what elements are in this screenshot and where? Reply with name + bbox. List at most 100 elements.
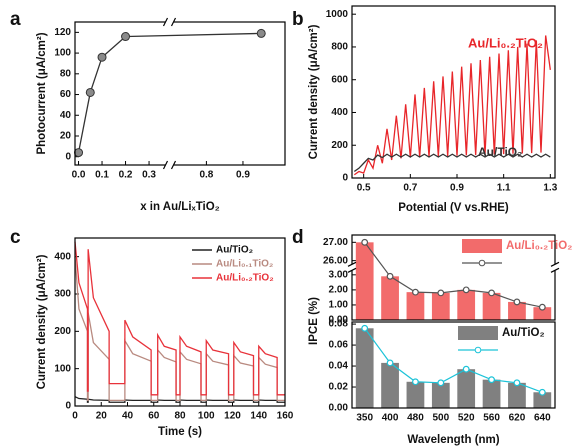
axis-break bbox=[347, 267, 357, 273]
x-tick-label: 640 bbox=[534, 413, 551, 424]
axis-break bbox=[550, 261, 560, 267]
legend-swatch bbox=[474, 346, 482, 354]
plot-frame bbox=[351, 5, 556, 179]
marker bbox=[412, 288, 419, 296]
axis-break bbox=[162, 17, 169, 27]
axis-break bbox=[553, 264, 557, 271]
legend-label: Au/Li₀.₂TiO₂ bbox=[216, 273, 274, 284]
bar bbox=[355, 328, 374, 408]
bar bbox=[508, 382, 526, 408]
x-tick-label: 480 bbox=[407, 413, 424, 424]
x-tick-label: 400 bbox=[382, 413, 399, 424]
x-tick-label: 0.9 bbox=[450, 183, 464, 194]
x-tick-label: 140 bbox=[250, 411, 267, 422]
bar bbox=[381, 276, 399, 320]
bar bbox=[431, 292, 450, 320]
y-tick-label: 0 bbox=[65, 151, 71, 162]
legend-label: Au/Li₀.₂TiO₂ bbox=[468, 35, 543, 50]
bar bbox=[482, 292, 501, 320]
y-tick-label: 200 bbox=[331, 140, 348, 151]
x-tick-label: 0.1 bbox=[95, 170, 109, 181]
bar bbox=[482, 379, 501, 408]
marker bbox=[513, 298, 521, 306]
legend-label: Au/TiO₂ bbox=[478, 145, 522, 159]
x-tick-label: 0.3 bbox=[142, 170, 156, 181]
plot-frame bbox=[74, 21, 286, 166]
marker bbox=[74, 148, 84, 158]
x-axis-label: Wavelength (nm) bbox=[407, 434, 499, 446]
legend-swatch bbox=[458, 326, 498, 340]
series-line bbox=[74, 396, 285, 403]
trend-line bbox=[364, 241, 543, 308]
y-tick-label: 200 bbox=[54, 326, 71, 337]
y-tick-label: 60 bbox=[60, 89, 72, 100]
y-axis-label: Current density (μA/cm²) bbox=[308, 24, 320, 159]
x-tick-label: 0.7 bbox=[403, 183, 417, 194]
marker bbox=[256, 28, 266, 38]
y-tick-label: 1000 bbox=[326, 9, 349, 20]
x-tick-label: 0.2 bbox=[119, 170, 133, 181]
legend-label: Au/TiO₂ bbox=[502, 327, 545, 339]
x-tick-label: 0.0 bbox=[72, 170, 86, 181]
y-tick-label: 27.00 bbox=[323, 237, 348, 248]
y-tick-label: 400 bbox=[54, 251, 71, 262]
trend-line bbox=[364, 327, 543, 393]
marker bbox=[462, 286, 470, 294]
x-axis-label: x in Au/LiₓTiO₂ bbox=[140, 201, 220, 213]
axis-break bbox=[347, 261, 357, 267]
y-tick-label: 80 bbox=[60, 68, 72, 79]
panel-label: a bbox=[10, 9, 21, 30]
marker bbox=[488, 289, 495, 297]
legend-label: Au/Li₀.₂TiO₂ bbox=[506, 240, 572, 252]
bar bbox=[533, 307, 552, 320]
y-tick-label: 800 bbox=[331, 42, 348, 53]
x-tick-label: 0.9 bbox=[236, 170, 250, 181]
y-tick-label: 20 bbox=[60, 131, 72, 142]
bar bbox=[431, 382, 450, 408]
marker bbox=[386, 359, 394, 367]
x-tick-label: 60 bbox=[148, 411, 160, 422]
x-axis-label: Potential (V vs.RHE) bbox=[398, 202, 509, 214]
y-tick-label: 2.00 bbox=[329, 285, 349, 296]
x-tick-label: 350 bbox=[356, 413, 373, 424]
marker bbox=[121, 32, 131, 42]
legend-label: Au/Li₀.₁TiO₂ bbox=[216, 259, 273, 270]
bar bbox=[406, 381, 425, 408]
bar bbox=[457, 289, 476, 320]
y-tick-label: 600 bbox=[331, 74, 348, 85]
y-tick-label: 0.02 bbox=[329, 382, 349, 393]
marker bbox=[513, 379, 521, 387]
plot-frame bbox=[74, 237, 286, 407]
x-tick-label: 1.1 bbox=[497, 183, 511, 194]
bar bbox=[508, 301, 526, 320]
marker bbox=[437, 289, 445, 297]
axis-break bbox=[165, 163, 174, 167]
y-tick-label: 0.00 bbox=[329, 403, 349, 414]
marker bbox=[538, 303, 546, 311]
marker bbox=[361, 238, 369, 246]
x-tick-label: 20 bbox=[96, 411, 108, 422]
series-line bbox=[77, 32, 262, 153]
x-tick-label: 1.3 bbox=[543, 183, 557, 194]
axis-break bbox=[350, 264, 354, 271]
y-tick-label: 0.08 bbox=[329, 319, 349, 330]
x-tick-label: 520 bbox=[458, 413, 475, 424]
marker bbox=[488, 376, 495, 384]
x-tick-label: 40 bbox=[122, 411, 134, 422]
x-tick-label: 560 bbox=[483, 413, 500, 424]
y-tick-label: 300 bbox=[54, 289, 71, 300]
y-tick-label: 0.00 bbox=[329, 315, 349, 326]
legend-swatch bbox=[462, 239, 502, 253]
x-tick-label: 500 bbox=[432, 413, 449, 424]
y-tick-label: 100 bbox=[54, 363, 71, 374]
marker bbox=[361, 324, 369, 332]
axis-break bbox=[170, 160, 177, 170]
y-tick-label: 100 bbox=[54, 48, 71, 59]
bar bbox=[457, 369, 476, 408]
x-tick-label: 80 bbox=[174, 411, 186, 422]
legend-swatch bbox=[478, 259, 486, 267]
marker bbox=[386, 272, 394, 280]
x-tick-label: 0.5 bbox=[357, 183, 371, 194]
plot-frame bbox=[351, 234, 556, 321]
